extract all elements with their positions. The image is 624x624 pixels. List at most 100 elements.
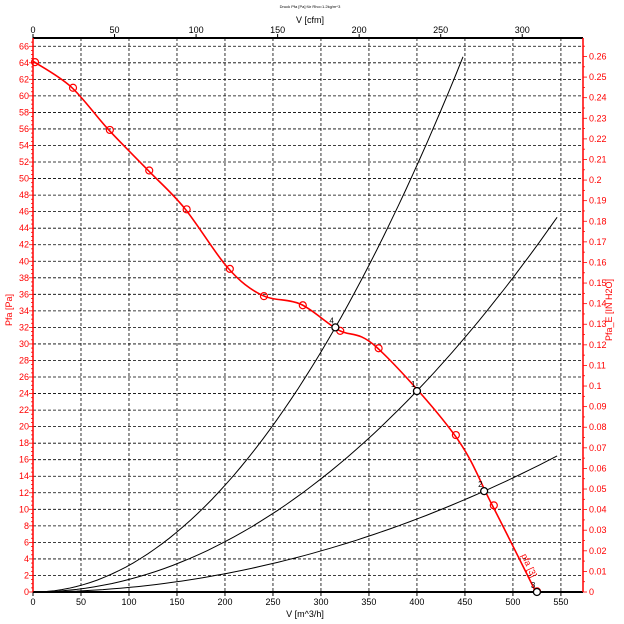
x-tick-label: 300 — [313, 597, 328, 607]
y2-axis-label: Pfa_E [IN H2O] — [604, 279, 614, 341]
fan-curve-point — [451, 430, 460, 440]
x-tick-label: 150 — [169, 597, 184, 607]
y-tick-label: 56 — [19, 124, 29, 134]
y2-tick-label: 0.25 — [589, 72, 607, 82]
y2-tick-label: 0.16 — [589, 257, 607, 267]
x-tick-label: 400 — [409, 597, 424, 607]
y-tick-label: 38 — [19, 273, 29, 283]
y-tick-label: 16 — [19, 455, 29, 465]
y2-tick-label: 0.04 — [589, 505, 607, 515]
y-tick-label: 24 — [19, 389, 29, 399]
y2-tick-label: 0.13 — [589, 319, 607, 329]
operating-point-label: 3 — [531, 581, 536, 590]
y-tick-label: 6 — [24, 537, 29, 547]
y2-tick-label: 0.12 — [589, 340, 607, 350]
x-tick-label: 0 — [30, 597, 35, 607]
x-axis-label: V [m^3/h] — [286, 609, 324, 619]
fan-curve-point — [225, 264, 234, 273]
x2-tick-label: 50 — [110, 25, 120, 35]
system-curve — [32, 56, 464, 593]
y2-tick-label: 0.24 — [589, 93, 607, 103]
y2-tick-label: 0.06 — [589, 463, 607, 473]
y2-tick-label: 0.01 — [589, 566, 607, 576]
y-tick-label: 64 — [19, 58, 29, 68]
y-tick-label: 12 — [19, 488, 29, 498]
system-curve — [32, 217, 558, 593]
x-tick-label: 350 — [361, 597, 376, 607]
system-curve — [33, 455, 558, 593]
y-tick-label: 28 — [19, 355, 29, 365]
fan-curve-point — [489, 501, 498, 510]
fan-curve-point — [374, 344, 383, 353]
y-tick-label: 40 — [19, 256, 29, 266]
operating-point — [412, 386, 422, 396]
y2-tick-label: 0.09 — [589, 402, 607, 412]
y2-tick-label: 0 — [589, 587, 594, 597]
y-tick-label: 34 — [19, 306, 29, 316]
chart-title: Druck Pfa [Pa] für Rho=1.2kg/m^3 — [280, 4, 341, 9]
y2-tick-label: 0.03 — [589, 525, 607, 535]
y-tick-label: 46 — [19, 207, 29, 217]
x-tick-label: 250 — [265, 597, 280, 607]
y-tick-label: 60 — [19, 91, 29, 101]
y2-tick-label: 0.1 — [589, 381, 602, 391]
x2-tick-label: 300 — [515, 25, 530, 35]
y-tick-label: 4 — [24, 554, 29, 564]
y-tick-label: 32 — [19, 322, 29, 332]
y2-tick-label: 0.14 — [589, 299, 607, 309]
operating-point — [331, 323, 340, 332]
y2-tick-label: 0.07 — [589, 443, 607, 453]
y-tick-label: 58 — [19, 107, 29, 117]
y-tick-label: 0 — [24, 587, 29, 597]
operating-point-label: 4 — [329, 316, 334, 325]
y2-tick-label: 0.26 — [589, 51, 607, 61]
x-tick-label: 450 — [457, 597, 472, 607]
x-tick-label: 500 — [505, 597, 520, 607]
y-tick-label: 52 — [19, 157, 29, 167]
x-tick-label: 200 — [217, 597, 232, 607]
fan-curve-point — [182, 205, 191, 214]
y2-tick-label: 0.21 — [589, 154, 607, 164]
fan-curve-point — [105, 125, 114, 135]
y-tick-label: 8 — [24, 521, 29, 531]
y2-tick-label: 0.19 — [589, 196, 607, 206]
y-tick-label: 50 — [19, 174, 29, 184]
y-tick-label: 26 — [19, 372, 29, 382]
y2-tick-label: 0.23 — [589, 113, 607, 123]
x2-tick-label: 100 — [189, 25, 204, 35]
y2-tick-label: 0.17 — [589, 237, 607, 247]
x2-tick-label: 0 — [30, 25, 35, 35]
y-tick-label: 36 — [19, 289, 29, 299]
y-tick-label: 20 — [19, 422, 29, 432]
y-axis-label: Pfa [Pa] — [4, 294, 14, 326]
y-tick-label: 18 — [19, 438, 29, 448]
x-tick-label: 50 — [76, 597, 86, 607]
x2-axis-label: V [cfm] — [296, 15, 324, 25]
fan-curve-point — [145, 166, 154, 175]
fan-curve — [32, 60, 536, 591]
x-tick-label: 550 — [553, 597, 568, 607]
y2-tick-label: 0.05 — [589, 484, 607, 494]
y-tick-label: 54 — [19, 140, 29, 150]
y-tick-label: 62 — [19, 74, 29, 84]
fan-curve-point — [68, 83, 78, 92]
operating-point-label: 1 — [411, 380, 416, 389]
y2-tick-label: 0.22 — [589, 134, 607, 144]
x2-tick-label: 250 — [433, 25, 448, 35]
operating-point — [532, 587, 542, 597]
y2-tick-label: 0.11 — [589, 360, 606, 370]
y-tick-label: 22 — [19, 405, 29, 415]
y2-tick-label: 0.08 — [589, 422, 607, 432]
y-tick-label: 42 — [19, 240, 29, 250]
y-tick-label: 44 — [19, 223, 29, 233]
fan-curve-point — [30, 58, 40, 67]
y-tick-label: 14 — [19, 471, 29, 481]
y2-tick-label: 0.18 — [589, 216, 607, 226]
x2-tick-label: 200 — [352, 25, 367, 35]
operating-point — [479, 486, 489, 496]
y-tick-label: 30 — [19, 339, 29, 349]
y-tick-label: 2 — [24, 570, 29, 580]
x2-tick-label: 150 — [270, 25, 285, 35]
x-tick-label: 100 — [121, 597, 136, 607]
